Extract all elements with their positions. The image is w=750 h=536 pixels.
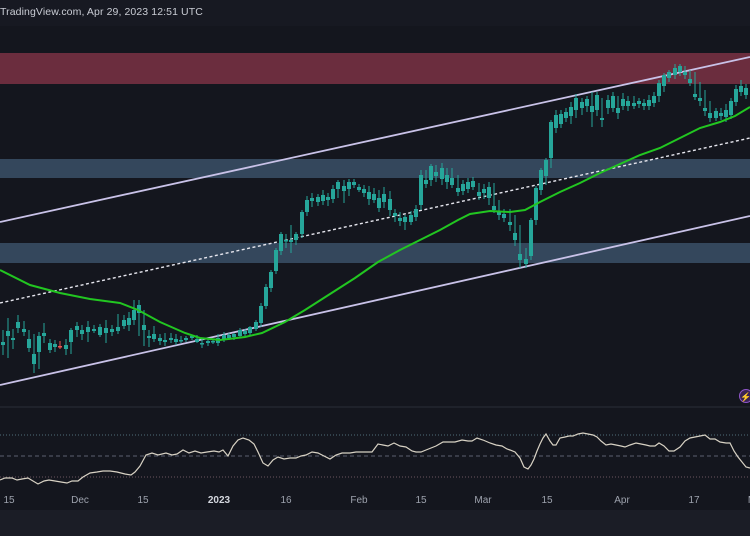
channel-upper-line [0,56,750,223]
time-label: 2023 [207,495,231,506]
candlesticks [1,64,748,373]
time-label: Apr [614,495,630,506]
time-label: 16 [280,495,292,506]
time-label: M [748,495,750,506]
time-label: Mar [474,495,492,506]
rsi-levels [0,434,750,478]
zone-support-lower [0,243,750,263]
channel-lines [0,56,750,386]
bottom-bar [0,510,750,536]
chart-title: TradingView.com, Apr 29, 2023 12:51 UTC [0,6,203,18]
top-bar: TradingView.com, Apr 29, 2023 12:51 UTC [0,0,750,26]
time-label: Feb [350,495,368,506]
moving-average-line [0,106,750,342]
time-label: 15 [541,495,553,506]
zone-support-upper [0,159,750,178]
price-chart[interactable] [0,0,750,490]
time-label: Dec [71,495,89,506]
time-label: 17 [688,495,700,506]
time-label: 15 [415,495,427,506]
time-label: 15 [137,495,149,506]
lightning-icon[interactable]: ⚡ [739,389,750,403]
channel-lower-line [0,215,750,386]
time-label: 15 [3,495,15,506]
time-axis[interactable]: 15 Dec 15 2023 16 Feb 15 Mar 15 Apr 17 M [0,490,750,510]
rsi-line [0,432,750,485]
zone-resistance [0,53,750,84]
channel-mid-line [0,137,750,304]
sr-zones [0,53,750,263]
